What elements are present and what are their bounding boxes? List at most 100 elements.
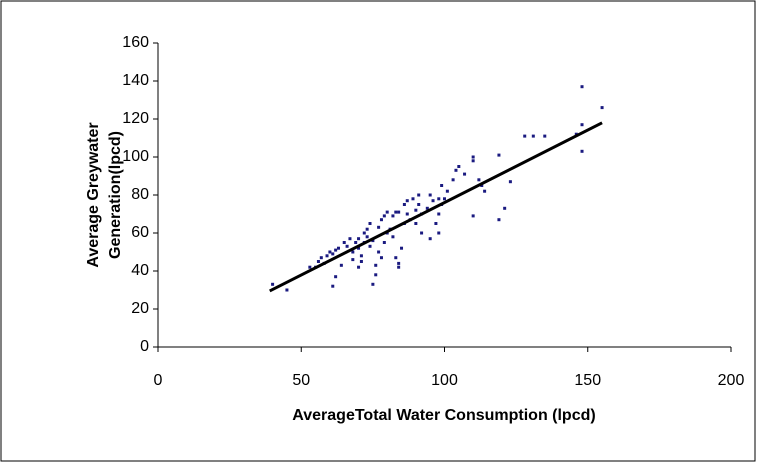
point [394,210,398,214]
point [359,254,363,258]
point [271,282,275,286]
point [334,275,338,279]
point [308,265,312,269]
point [328,250,332,254]
point [368,244,372,248]
point [543,134,547,138]
point [457,165,461,168]
point [503,206,507,210]
x-tick-label: 150 [574,372,601,389]
point [497,218,501,222]
point [351,250,355,254]
point [417,193,421,197]
y-tick-label: 20 [131,300,149,317]
point [342,241,346,244]
point [357,265,361,269]
point [379,256,383,260]
point [471,214,475,218]
y-tick-label: 100 [122,148,149,165]
point [483,189,487,193]
point [443,197,446,201]
point [334,248,338,252]
point [394,256,398,260]
point [339,263,343,267]
point [365,227,369,231]
x-tick-label: 100 [431,372,458,389]
point [414,208,418,212]
point [411,197,415,201]
point [397,210,401,214]
point [451,178,455,182]
point [397,265,401,269]
y-tick-label: 40 [131,262,149,279]
point [377,225,381,229]
point [285,288,289,292]
point [497,153,501,157]
x-axis-label: AverageTotal Water Consumption (lpcd) [292,407,595,424]
y-tick-label: 80 [131,186,149,203]
point [385,210,389,214]
point [480,184,484,187]
y-axis-label: Generation(lpcd) [107,131,124,259]
point [374,273,378,277]
point [428,193,432,197]
point [331,284,335,288]
point [382,241,386,244]
point [351,258,355,262]
point [316,260,320,263]
point [325,254,329,258]
point [425,206,429,210]
point [437,231,441,235]
point [463,172,467,176]
point [391,214,395,218]
point [345,244,349,248]
point [365,235,369,239]
y-tick-label: 60 [131,224,149,241]
x-tick-label: 0 [154,372,163,389]
point [600,106,604,110]
point [371,282,375,286]
point [417,203,421,206]
point [354,241,358,244]
point [440,184,444,187]
point [454,168,458,172]
point [523,134,527,138]
x-tick-label: 200 [718,372,745,389]
point [477,178,481,182]
point [357,246,361,250]
point [434,222,438,225]
point [531,134,535,138]
point [471,155,475,159]
point [402,203,406,206]
point [374,263,378,267]
y-tick-label: 160 [122,34,149,51]
point [414,222,418,225]
point [357,237,361,241]
point [471,159,475,163]
point [362,231,366,235]
point [580,85,584,89]
y-tick-label: 120 [122,110,149,127]
point [445,189,449,193]
x-tick-label: 50 [292,372,310,389]
point [397,261,401,265]
point [379,218,383,222]
point [420,231,424,235]
point [400,246,404,250]
point [377,250,381,254]
point [437,212,441,216]
point [508,180,512,184]
point [382,214,386,218]
point [371,239,375,243]
point [431,199,435,203]
point [428,237,432,241]
y-tick-label: 0 [140,338,149,355]
y-axis-label: Average Greywater [85,122,102,267]
point [348,237,352,241]
point [580,123,584,127]
trendline [269,121,603,293]
point [359,260,363,263]
point [580,149,584,153]
